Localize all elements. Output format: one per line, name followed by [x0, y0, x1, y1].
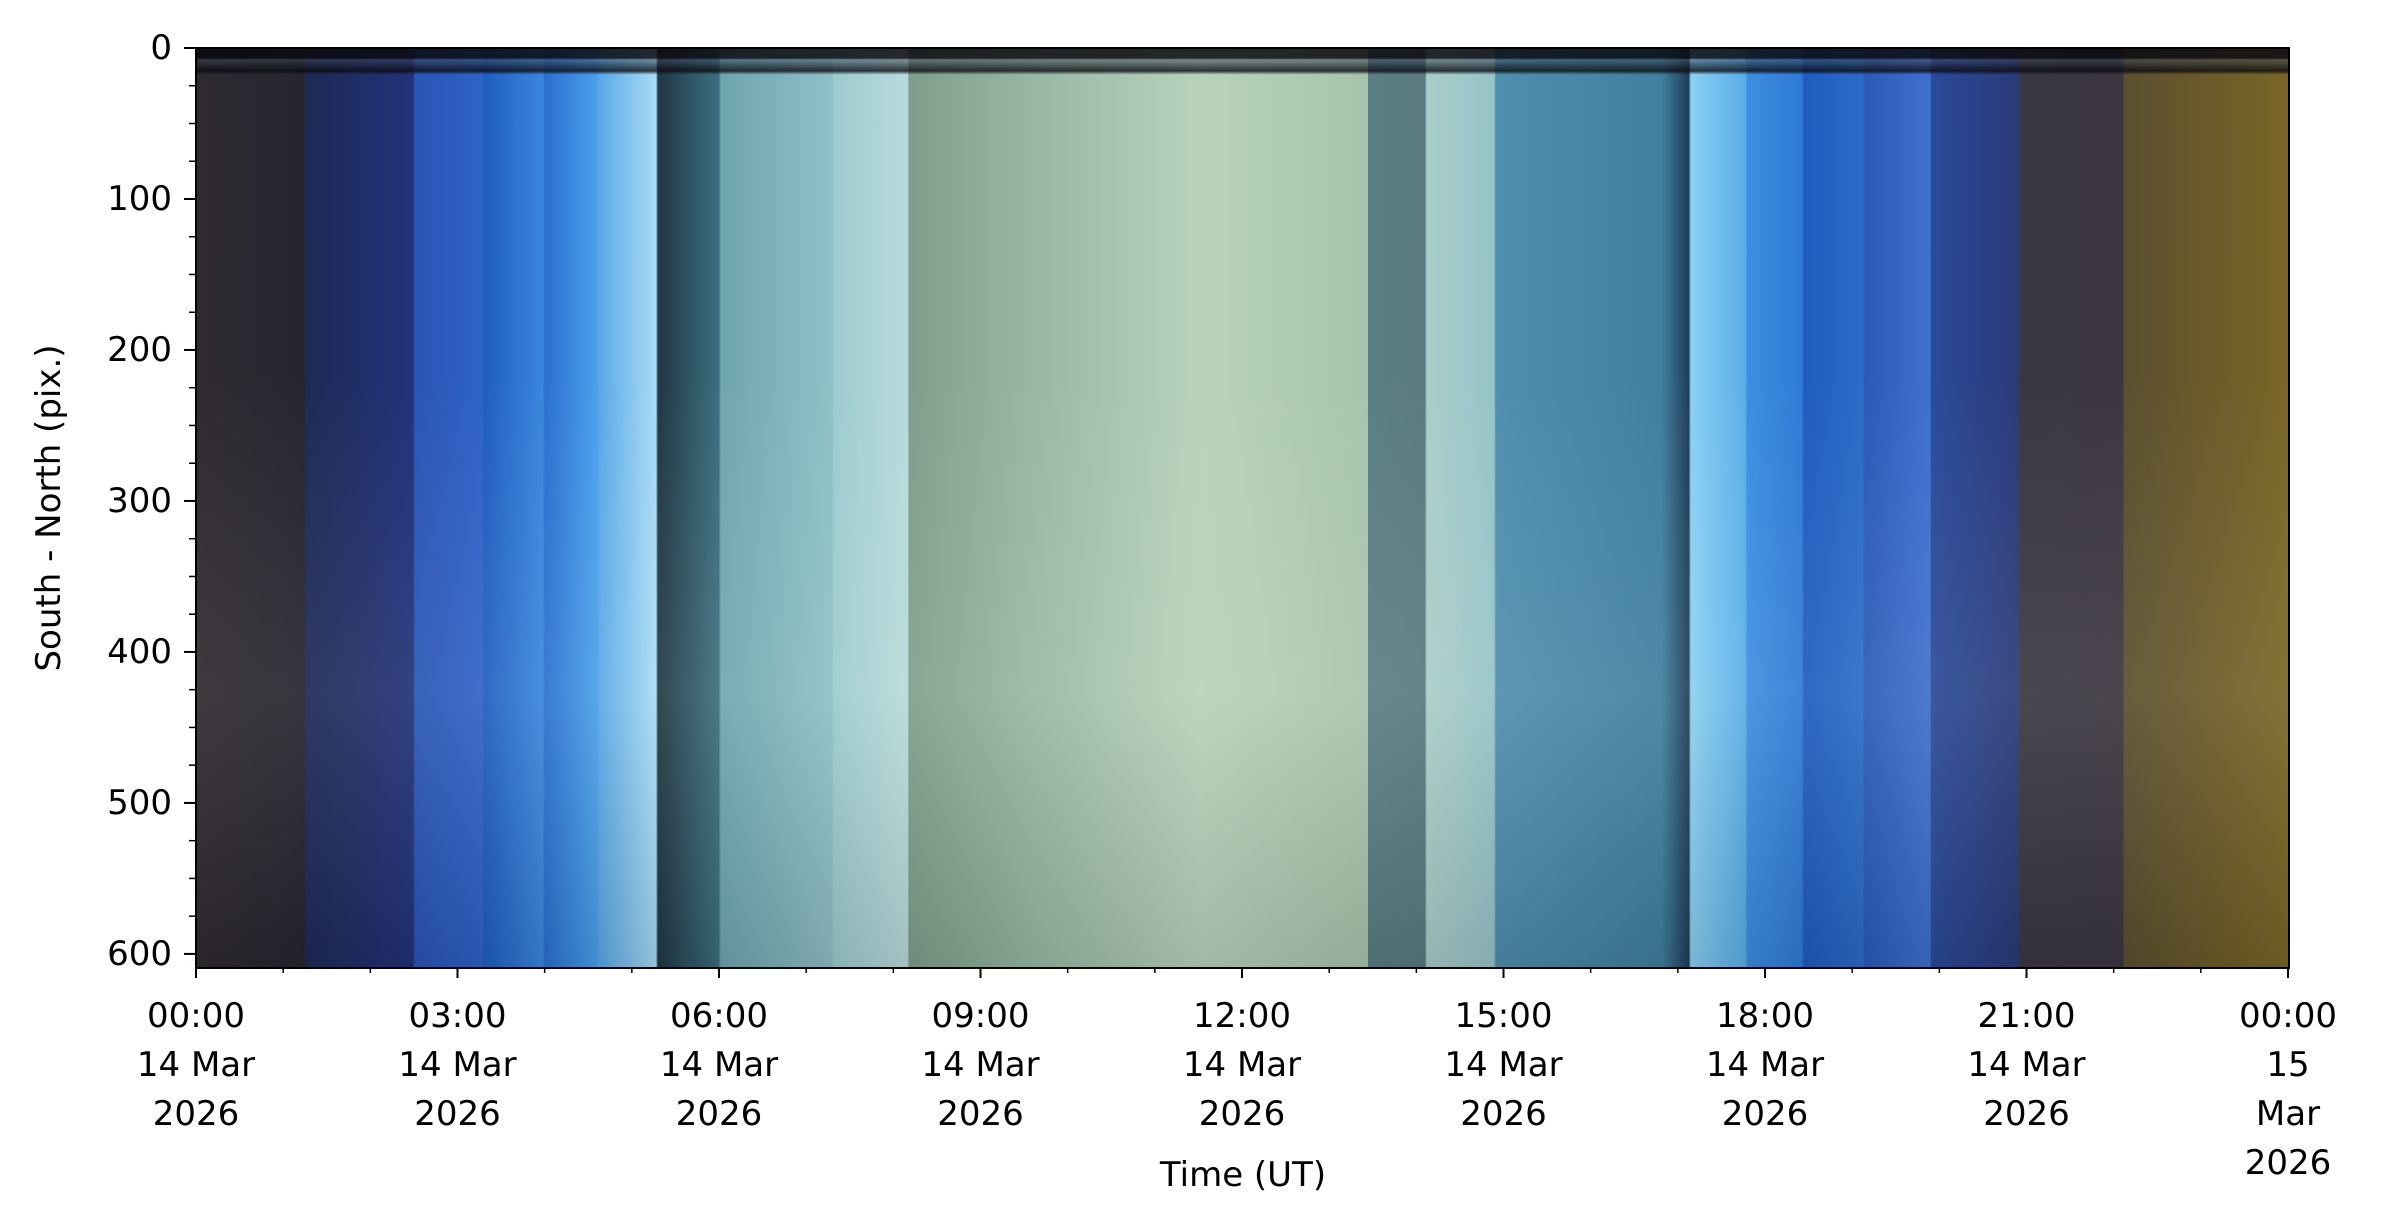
x-tick-label: 00:00 14 Mar 2026 — [136, 996, 256, 1134]
y-axis-label: South - North (pix.) — [29, 344, 69, 672]
y-tick-label: 200 — [107, 329, 172, 370]
x-tick-label: 00:00 15 Mar 2026 — [2239, 996, 2337, 1183]
y-tick-label: 100 — [107, 178, 172, 219]
x-tick-label: 21:00 14 Mar 2026 — [1967, 996, 2086, 1134]
y-tick-label: 300 — [107, 480, 172, 521]
x-tick-label: 15:00 14 Mar 2026 — [1444, 996, 1563, 1134]
x-tick-label: 06:00 14 Mar 2026 — [659, 996, 779, 1134]
y-tick-label: 600 — [107, 933, 172, 974]
x-tick-label: 12:00 14 Mar 2026 — [1182, 996, 1302, 1134]
x-tick-label: 09:00 14 Mar 2026 — [921, 996, 1040, 1134]
y-tick-label: 0 — [150, 28, 172, 68]
keogram-image — [195, 47, 2290, 969]
x-axis-label: Time (UT) — [1159, 1155, 1327, 1195]
y-tick-label: 500 — [107, 782, 172, 823]
x-tick-label: 18:00 14 Mar 2026 — [1705, 996, 1825, 1134]
x-tick-label: 03:00 14 Mar 2026 — [398, 996, 517, 1134]
y-tick-label: 400 — [107, 631, 172, 672]
